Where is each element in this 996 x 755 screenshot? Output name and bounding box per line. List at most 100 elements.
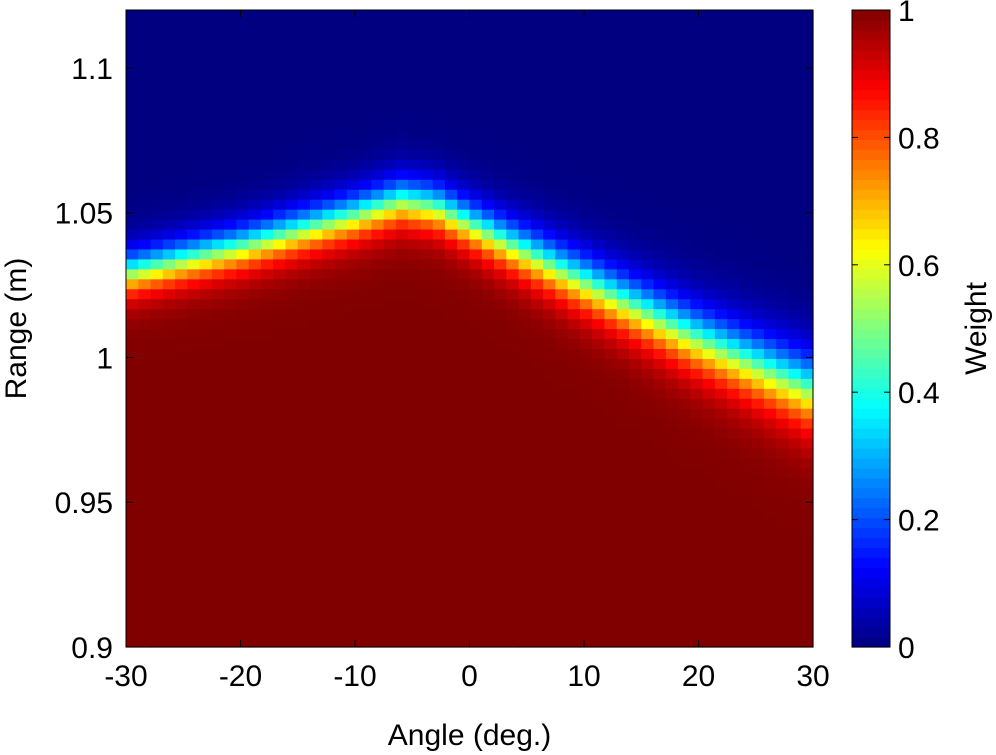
heatmap-cell — [481, 258, 495, 270]
heatmap-cell — [457, 209, 471, 220]
heatmap-cell — [567, 477, 581, 489]
heatmap-cell — [211, 318, 225, 330]
heatmap-cell — [444, 368, 458, 379]
heatmap-cell — [395, 587, 409, 598]
heatmap-cell — [592, 248, 606, 260]
heatmap-cell — [530, 49, 544, 61]
heatmap-cell — [604, 39, 618, 51]
heatmap-cell — [702, 447, 716, 459]
heatmap-cell — [126, 497, 139, 509]
heatmap-cell — [224, 39, 238, 51]
heatmap-cell — [579, 467, 593, 479]
heatmap-cell — [628, 139, 642, 150]
heatmap-cell — [420, 59, 434, 71]
heatmap-cell — [592, 527, 606, 539]
heatmap-cell — [175, 617, 188, 628]
heatmap-cell — [408, 497, 422, 509]
heatmap-cell — [788, 398, 802, 409]
heatmap-cell — [260, 358, 274, 369]
heatmap-cell — [506, 129, 520, 140]
heatmap-cell — [763, 477, 777, 489]
heatmap-cell — [579, 537, 593, 549]
heatmap-cell — [739, 408, 753, 419]
heatmap-cell — [506, 39, 520, 51]
heatmap-cell — [604, 189, 618, 200]
heatmap-cell — [530, 139, 544, 150]
heatmap-cell — [359, 49, 372, 61]
heatmap-cell — [236, 497, 250, 509]
heatmap-cell — [310, 408, 323, 419]
heatmap-cell — [579, 39, 593, 51]
heatmap-cell — [260, 607, 274, 618]
heatmap-cell — [248, 348, 262, 359]
heatmap-cell — [383, 49, 397, 61]
heatmap-cell — [371, 587, 385, 598]
heatmap-cell — [616, 119, 630, 131]
heatmap-cell — [494, 199, 507, 210]
heatmap-cell — [665, 89, 679, 101]
heatmap-cell — [138, 268, 152, 280]
heatmap-cell — [346, 19, 360, 31]
heatmap-cell — [481, 607, 495, 618]
heatmap-cell — [506, 557, 520, 568]
heatmap-cell — [604, 527, 618, 539]
heatmap-cell — [457, 179, 471, 190]
heatmap-cell — [383, 79, 397, 91]
heatmap-cell — [187, 69, 201, 81]
heatmap-cell — [800, 358, 814, 369]
heatmap-cell — [604, 19, 618, 31]
heatmap-cell — [187, 219, 201, 230]
heatmap-cell — [211, 447, 225, 459]
heatmap-cell — [285, 338, 299, 349]
heatmap-cell — [211, 159, 225, 170]
heatmap-cell — [420, 298, 434, 310]
heatmap-cell — [175, 288, 188, 300]
heatmap-cell — [555, 318, 569, 330]
heatmap-cell — [530, 59, 544, 71]
heatmap-cell — [334, 617, 348, 628]
heatmap-cell — [641, 119, 655, 131]
heatmap-cell — [224, 59, 238, 71]
heatmap-cell — [763, 437, 777, 449]
colorbar-swatch — [852, 368, 890, 379]
heatmap-cell — [334, 477, 348, 489]
heatmap-cell — [481, 527, 495, 539]
heatmap-cell — [236, 238, 250, 250]
heatmap-cell — [763, 298, 777, 310]
heatmap-cell — [322, 487, 336, 499]
heatmap-cell — [138, 219, 152, 230]
heatmap-cell — [788, 587, 802, 598]
heatmap-cell — [346, 109, 360, 121]
heatmap-cell — [714, 567, 728, 578]
heatmap-cell — [273, 129, 287, 140]
heatmap-cell — [359, 59, 372, 71]
heatmap-cell — [346, 447, 360, 459]
heatmap-cell — [150, 597, 164, 608]
colorbar-swatch — [852, 278, 890, 290]
heatmap-cell — [665, 209, 679, 220]
heatmap-cell — [506, 547, 520, 559]
heatmap-cell — [334, 497, 348, 509]
heatmap-cell — [457, 49, 471, 61]
heatmap-cell — [395, 617, 409, 628]
heatmap-cell — [248, 627, 262, 638]
heatmap-cell — [567, 437, 581, 449]
heatmap-cell — [628, 627, 642, 638]
heatmap-cell — [162, 527, 176, 539]
heatmap-cell — [665, 189, 679, 200]
heatmap-cell — [334, 607, 348, 618]
heatmap-cell — [739, 209, 753, 220]
colorbar-swatch — [852, 597, 890, 608]
heatmap-cell — [469, 209, 483, 220]
heatmap-cell — [322, 258, 336, 270]
heatmap-cell — [763, 597, 777, 608]
heatmap-cell — [297, 248, 311, 260]
heatmap-cell — [763, 507, 777, 519]
heatmap-cell — [665, 159, 679, 170]
heatmap-cell — [395, 79, 409, 91]
heatmap-cell — [702, 398, 716, 409]
heatmap-cell — [334, 248, 348, 260]
heatmap-cell — [408, 457, 422, 469]
heatmap-cell — [678, 159, 691, 170]
heatmap-cell — [616, 79, 630, 91]
